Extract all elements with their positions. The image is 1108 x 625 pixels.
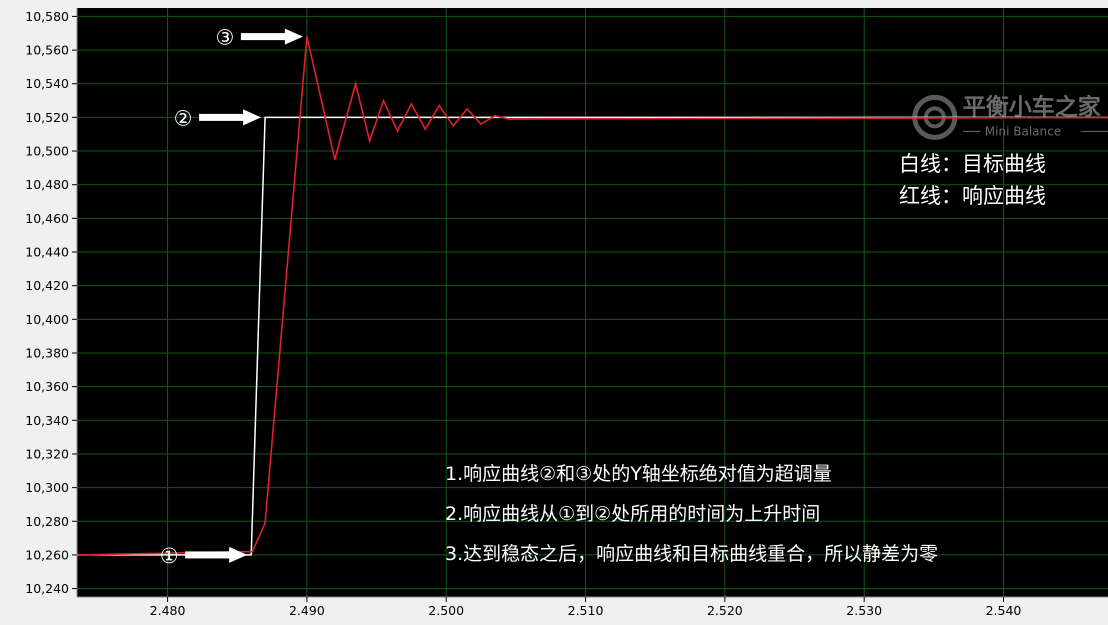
y-tick-label-6: 10,360 — [25, 379, 69, 394]
note-line-1: 2.响应曲线从①到②处所用的时间为上升时间 — [445, 503, 820, 525]
x-tick-label-3: 2.510 — [568, 603, 604, 618]
series-1-point-8 — [397, 130, 399, 132]
watermark-subtitle: Mini Balance — [985, 124, 1061, 138]
marker-symbol-3: ③ — [215, 26, 234, 50]
marker-symbol-1: ① — [160, 544, 179, 568]
series-1-point-1 — [252, 551, 254, 553]
x-tick-label-5: 2.530 — [846, 603, 882, 618]
y-tick-label-10: 10,440 — [25, 245, 69, 260]
y-tick-label-5: 10,340 — [25, 413, 69, 428]
series-0-point-2 — [264, 117, 266, 119]
y-tick-label-0: 10,240 — [25, 581, 69, 596]
marker-symbol-2: ② — [174, 106, 193, 130]
series-1-point-15 — [494, 115, 496, 117]
x-tick-label-2: 2.500 — [428, 603, 464, 618]
series-1-point-13 — [466, 108, 468, 110]
y-tick-label-1: 10,260 — [25, 547, 69, 562]
y-tick-label-2: 10,280 — [25, 514, 69, 529]
watermark-title: 平衡小车之家 — [963, 93, 1101, 120]
legend-line-0: 白线：目标曲线 — [899, 152, 1046, 176]
y-tick-label-13: 10,500 — [25, 144, 69, 159]
y-tick-label-16: 10,560 — [25, 43, 69, 58]
series-1-point-16 — [508, 118, 510, 120]
marker-arrow-shaft-1 — [185, 551, 231, 558]
series-0-point-1 — [250, 554, 252, 556]
series-1-point-14 — [480, 123, 482, 125]
series-1-point-4 — [334, 159, 336, 161]
series-1-point-6 — [369, 140, 371, 142]
note-line-0: 1.响应曲线②和③处的Y轴坐标绝对值为超调量 — [445, 463, 832, 485]
y-tick-label-9: 10,420 — [25, 278, 69, 293]
x-tick-label-1: 2.490 — [289, 603, 325, 618]
y-tick-label-7: 10,380 — [25, 345, 69, 360]
series-1-point-12 — [452, 125, 454, 127]
y-tick-label-3: 10,300 — [25, 480, 69, 495]
x-tick-label-0: 2.480 — [150, 603, 186, 618]
note-line-2: 3.达到稳态之后，响应曲线和目标曲线重合，所以静差为零 — [445, 543, 938, 565]
series-1-point-2 — [264, 522, 266, 524]
series-1-point-3 — [306, 36, 308, 38]
y-tick-label-15: 10,540 — [25, 76, 69, 91]
y-tick-label-14: 10,520 — [25, 110, 69, 125]
y-tick-label-12: 10,480 — [25, 177, 69, 192]
series-1-point-5 — [355, 83, 357, 85]
legend-line-1: 红线：响应曲线 — [899, 184, 1046, 208]
y-tick-label-11: 10,460 — [25, 211, 69, 226]
y-tick-label-8: 10,400 — [25, 312, 69, 327]
y-tick-label-4: 10,320 — [25, 446, 69, 461]
series-1-point-10 — [425, 128, 427, 130]
series-1-point-7 — [383, 100, 385, 102]
x-tick-label-6: 2.540 — [986, 603, 1022, 618]
series-1-point-11 — [438, 105, 440, 107]
series-1-point-0 — [76, 554, 78, 556]
x-tick-label-4: 2.520 — [707, 603, 743, 618]
marker-arrow-shaft-2 — [199, 114, 245, 121]
marker-arrow-shaft-3 — [241, 33, 287, 40]
series-1-point-9 — [411, 103, 413, 105]
y-tick-label-17: 10,580 — [25, 9, 69, 24]
